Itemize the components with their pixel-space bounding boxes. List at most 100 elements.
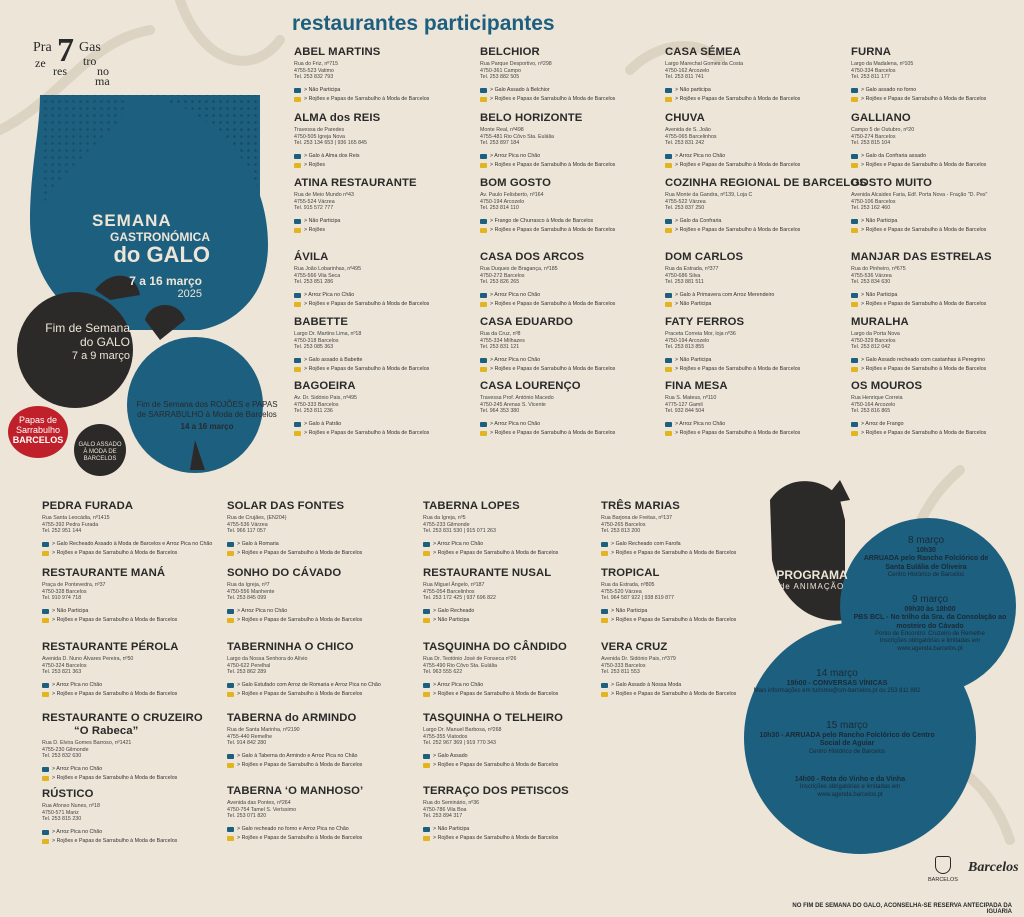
- galo-marker-icon: [480, 218, 487, 224]
- address-line: Campo 5 de Outubro, nº20: [851, 126, 915, 133]
- footer-note: NO FIM DE SEMANA DO GALO, ACONSELHA-SE R…: [792, 903, 1012, 915]
- dish-item: > Rojões e Papas de Sarrabulho à Moda de…: [665, 366, 845, 373]
- address-line: Tel. 253 162 460: [851, 205, 891, 212]
- dish-label: > Rojões e Papas de Sarrabulho à Moda de…: [52, 550, 178, 557]
- dish-item: > Galo Estufado com Arroz de Romaria e A…: [227, 682, 403, 688]
- address-line: Rua Miguel Ângelo, nº187: [423, 581, 485, 588]
- restaurant-dishes: > Galo da Confraria assado > Rojões e Pap…: [851, 153, 1024, 169]
- dish-item: > Rojões e Papas de Sarrabulho à Moda de…: [665, 162, 845, 169]
- dish-item: > Rojões e Papas de Sarrabulho à Moda de…: [601, 691, 781, 698]
- dish-item: > Rojões e Papas de Sarrabulho à Moda de…: [423, 550, 603, 557]
- dish-label: > Galo da Confraria assado: [861, 152, 926, 159]
- rojoes-marker-icon: [851, 163, 858, 169]
- address-line: Rua do Pinheiro, nº675: [851, 265, 906, 272]
- rojoes-marker-icon: [227, 551, 234, 557]
- address-line: 4750-333 Barcelos: [601, 662, 646, 669]
- rojoes-marker-icon: [665, 97, 672, 103]
- address-line: Rua Henrique Correia: [851, 394, 903, 401]
- dish-item: > Galo à Romaria: [227, 541, 403, 547]
- dish-item: > Arroz Pica no Chão: [665, 153, 845, 159]
- municipio-barcelos-logo: BARCELOS: [926, 856, 960, 883]
- dish-item: > Rojões e Papas de Sarrabulho à Moda de…: [227, 617, 403, 624]
- dish-item: > Galo assado no forno: [851, 87, 1024, 93]
- address-line: Tel. 253 815 104: [851, 140, 891, 147]
- address-line: Avenida de S. João: [665, 126, 711, 133]
- restaurant-name: TABERNINHA O CHICO: [227, 641, 354, 653]
- restaurant-address: Av. Paulo Felisberto, nº164 4750-194 Arco…: [480, 192, 660, 212]
- dish-label: > Galo Assado à Nossa Moda: [611, 681, 682, 688]
- galo-marker-icon: [851, 421, 858, 427]
- address-line: Tel. 253 881 511: [665, 279, 704, 286]
- restaurant-address: Largo da Nossa Senhora do Alívio 4750-622…: [227, 656, 403, 676]
- address-line: Largo Marechal Gomes da Costa: [665, 60, 744, 67]
- galo-marker-icon: [851, 87, 858, 93]
- restaurant-name: ATINA RESTAURANTE: [294, 177, 417, 189]
- semana-gastronomica-title: SEMANA GASTRONÓMICA do GALO: [92, 211, 210, 267]
- address-line: Tel. 253 882 505: [480, 74, 520, 81]
- restaurant-dishes: > Galo Assado à Nossa Moda > Rojões e Pap…: [601, 682, 781, 698]
- address-line: Tel. 253 811 741: [665, 74, 704, 81]
- restaurant-name: FATY FERROS: [665, 316, 745, 328]
- dish-item: > Galo Assado à Nossa Moda: [601, 682, 781, 688]
- dish-label: > Rojões e Papas de Sarrabulho à Moda de…: [237, 550, 363, 557]
- fim-semana-circle: [17, 292, 133, 408]
- dish-label: > Galo da Confraria: [675, 217, 722, 224]
- restaurant-dishes: > Arroz Pica no Chão > Rojões e Papas de …: [423, 682, 603, 698]
- dish-item: > Rojões e Papas de Sarrabulho à Moda de…: [480, 430, 660, 437]
- address-line: Rua de Santa Marinha, nº2190: [227, 726, 300, 733]
- dish-item: > Não participa: [665, 87, 845, 93]
- rojoes-marker-icon: [227, 763, 234, 769]
- dish-item: > Não Participa: [601, 608, 781, 614]
- dish-item: > Rojões e Papas de Sarrabulho à Moda de…: [480, 301, 660, 308]
- galo-marker-icon: [665, 357, 672, 363]
- restaurant-name: GOSTO MUITO: [851, 177, 933, 189]
- address-line: Rua do Friz, nº715: [294, 60, 339, 67]
- restaurant-address: Rua Monte da Gandra, nº139, Loja C 4755-5…: [665, 192, 845, 212]
- restaurant-item: RÚSTICO Rua Afonso Nunes, nº18 4750-571 Ma…: [42, 788, 218, 845]
- restaurant-item: SONHO DO CÁVADO Rua da Igreja, nº7 4750-55…: [227, 567, 403, 624]
- restaurant-dishes: > Galo Estufado com Arroz de Romaria e A…: [227, 682, 403, 698]
- address-line: 4755-392 Pedra Furada: [42, 521, 99, 528]
- galo-marker-icon: [851, 357, 858, 363]
- restaurant-address: Largo Dr. Martins Lima, nº18 4750-318 Bar…: [294, 331, 474, 351]
- rojoes-marker-icon: [294, 431, 301, 437]
- address-line: Tel. 253 897 184: [480, 140, 520, 147]
- restaurant-address: Avenida Alcaides Faria, Edf. Porta Nova …: [851, 192, 1024, 212]
- address-line: Avenida Dr. Sidónio Pais, nº379: [601, 655, 676, 662]
- address-line: Rua Duques de Bragança, nº185: [480, 265, 558, 272]
- dish-item: > Rojões e Papas de Sarrabulho à Moda de…: [294, 301, 474, 308]
- restaurant-address: Rua Duques de Bragança, nº185 4750-272 Ba…: [480, 266, 660, 286]
- dish-label: > Galo assado à Babette: [304, 356, 363, 363]
- restaurant-name: SOLAR DAS FONTES: [227, 500, 345, 512]
- address-line: Tel. 252 951 144: [42, 528, 82, 535]
- dish-label: > Arroz Pica no Chão: [675, 420, 726, 427]
- restaurant-item: MANJAR DAS ESTRELAS Rua do Pinheiro, nº67…: [851, 251, 1024, 308]
- dish-label: > Galo assado no forno: [861, 86, 917, 93]
- restaurant-address: Rua de Crujães, (EN204) 4755-536 Várzea Te…: [227, 515, 403, 535]
- dish-item: > Rojões e Papas de Sarrabulho à Moda de…: [294, 96, 474, 103]
- dish-item: > Rojões e Papas de Sarrabulho à Moda de…: [42, 838, 218, 845]
- dish-label: > Não Participa: [304, 86, 341, 93]
- restaurant-name: MURALHA: [851, 316, 909, 328]
- address-line: Tel. 253 172 425 | 937 696 822: [423, 595, 496, 602]
- address-line: 4750-333 Barcelos: [294, 401, 339, 408]
- dish-label: > Rojões e Papas de Sarrabulho à Moda de…: [675, 227, 801, 234]
- dish-label: > Não participa: [675, 86, 711, 93]
- address-line: Rua Barjona de Freitas, nº137: [601, 514, 673, 521]
- restaurant-dishes: > Arroz Pica no Chão > Rojões e Papas de …: [294, 292, 474, 308]
- restaurant-name: BELCHIOR: [480, 46, 540, 58]
- restaurant-dishes: > Arroz Pica no Chão > Rojões e Papas de …: [42, 682, 218, 698]
- dish-item: > Rojões e Papas de Sarrabulho à Moda de…: [665, 227, 845, 234]
- restaurant-item: TABERNINHA O CHICO Largo da Nossa Senhora…: [227, 641, 403, 698]
- restaurant-dishes: > Galo assado no forno > Rojões e Papas d…: [851, 87, 1024, 103]
- dish-label: > Não Participa: [861, 291, 898, 298]
- restaurant-item: TROPICAL Rua da Estrada, nº805 4755-520 Vá…: [601, 567, 781, 624]
- dish-item: > Rojões e Papas de Sarrabulho à Moda de…: [665, 430, 845, 437]
- restaurant-address: Largo Marechal Gomes da Costa 4750-162 Ar…: [665, 61, 845, 81]
- restaurant-item: TRÊS MARIAS Rua Barjona de Freitas, nº137…: [601, 500, 781, 557]
- galo-marker-icon: [227, 541, 234, 547]
- restaurant-name: RESTAURANTE O CRUZEIRO: [42, 712, 203, 724]
- dish-item: > Arroz Pica no Chão: [423, 541, 603, 547]
- dish-label: > Não Participa: [304, 217, 341, 224]
- restaurant-dishes: > Não Participa > Rojões e Papas de Sarra…: [665, 357, 845, 373]
